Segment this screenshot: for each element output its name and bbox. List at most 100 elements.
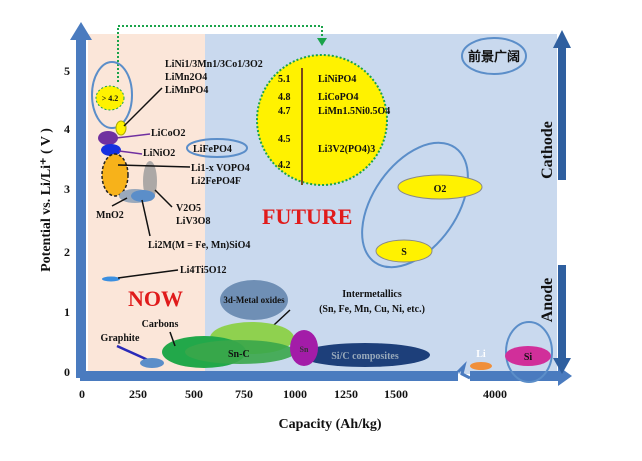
connector-line xyxy=(117,25,323,82)
y-axis-label: Potential vs. Li/Li⁺ ( V ) xyxy=(39,128,54,272)
label-liv3o8: LiV3O8 xyxy=(176,216,210,227)
x-tick: 1250 xyxy=(334,387,358,401)
label-li2fepo4f: Li2FePO4F xyxy=(191,176,241,187)
pointer xyxy=(154,189,173,208)
licoo2-ellipse xyxy=(98,131,118,145)
voltage: 4.5 xyxy=(278,134,291,145)
label-vopo4: Li1-x VOPO4 xyxy=(191,163,250,174)
label-s: S xyxy=(401,247,407,258)
future-voltages: 5.1 4.8 4.7 4.5 4.2 xyxy=(278,74,291,171)
pointer xyxy=(115,133,151,139)
future-cathodes-circle xyxy=(256,54,388,186)
li-ellipse xyxy=(470,362,492,370)
lto-ellipse xyxy=(102,276,120,282)
sn-ellipse xyxy=(290,330,318,366)
pointer xyxy=(118,150,143,155)
cathode-label: Cathode xyxy=(539,121,556,179)
outlook-ring xyxy=(461,37,527,75)
label-linio2: LiNiO2 xyxy=(143,148,175,159)
y-tick: 4 xyxy=(64,122,70,136)
label-lmno: LiMn1.5Ni0.5O4 xyxy=(318,106,390,117)
label-sn: Sn xyxy=(300,345,309,354)
label-lto: Li4Ti5O12 xyxy=(180,265,227,276)
lifepo4-ring xyxy=(186,138,248,158)
voltage: 4.7 xyxy=(278,106,291,117)
graphite-ellipse xyxy=(140,358,164,368)
label-graphite: Graphite xyxy=(101,333,140,344)
silicate-ellipse xyxy=(131,190,155,202)
si-ellipse xyxy=(505,346,551,366)
x-tick: 250 xyxy=(129,387,147,401)
anode-label: Anode xyxy=(539,278,556,322)
pointer xyxy=(141,199,151,237)
label-intermetallics: Intermetallics xyxy=(342,289,402,300)
label-limnpo4: LiMnPO4 xyxy=(165,85,208,96)
pointer xyxy=(123,87,163,127)
y-axis-bar xyxy=(76,38,86,378)
label-v2o5: V2O5 xyxy=(176,203,201,214)
label-intermetallics-sub: (Sn, Fe, Mn, Cu, Ni, etc.) xyxy=(319,304,425,315)
label-o2: O2 xyxy=(434,184,447,195)
pointer xyxy=(169,331,176,347)
connector-arrow-icon xyxy=(317,38,327,46)
label-carbons: Carbons xyxy=(142,319,179,330)
pointer xyxy=(116,344,149,362)
voltage: 4.2 xyxy=(278,160,291,171)
y-tick: 2 xyxy=(64,245,70,259)
label-snc: Sn-C xyxy=(228,349,250,360)
axis-break-icon xyxy=(456,361,471,380)
high-voltage-badge xyxy=(95,85,125,111)
y-tick: 5 xyxy=(64,64,70,78)
voltage: 5.1 xyxy=(278,74,291,85)
y-ticks: 0 1 2 3 4 5 xyxy=(64,64,70,379)
snc-ellipse xyxy=(185,340,295,364)
y-axis-arrow-icon xyxy=(70,22,92,40)
pointer xyxy=(111,197,128,207)
label-silicate: Li2M(M = Fe, Mn)SiO4 xyxy=(148,240,250,251)
label-mno2: MnO2 xyxy=(96,210,124,221)
y-tick: 3 xyxy=(64,182,70,196)
now-label: NOW xyxy=(128,286,183,311)
label-lifepo4: LiFePO4 xyxy=(193,144,232,155)
high-voltage-ring xyxy=(91,61,133,129)
x-tick: 0 xyxy=(79,387,85,401)
voltage: 4.8 xyxy=(278,92,291,103)
label-licopo4: LiCoPO4 xyxy=(318,92,359,103)
label-sic: Si/C composites xyxy=(331,351,399,362)
metal-oxides-ellipse xyxy=(220,280,288,320)
pointer xyxy=(117,269,179,279)
label-linipo4: LiNiPO4 xyxy=(318,74,356,85)
y-tick: 1 xyxy=(64,305,70,319)
y-tick: 0 xyxy=(64,365,70,379)
label-limn2o4: LiMn2O4 xyxy=(165,72,207,83)
x-tick: 500 xyxy=(185,387,203,401)
cathode-bar xyxy=(558,45,566,180)
x-axis-bar xyxy=(80,371,458,381)
x-tick: 4000 xyxy=(483,387,507,401)
vopo4-ellipse xyxy=(101,153,129,197)
label-si: Si xyxy=(524,352,533,363)
si-ring xyxy=(505,321,553,383)
future-label: FUTURE xyxy=(262,204,352,229)
pointer xyxy=(117,164,191,168)
x-ticks: 0 250 500 750 1000 1250 1500 4000 xyxy=(79,387,507,401)
s-ellipse xyxy=(375,239,433,263)
x-tick: 1000 xyxy=(283,387,307,401)
limn-ellipse xyxy=(115,120,127,136)
label-nmc: LiNi1/3Mn1/3Co1/3O2 xyxy=(165,59,263,70)
label-licoo2: LiCoO2 xyxy=(151,128,185,139)
anode-bar xyxy=(558,265,566,360)
o2-ellipse xyxy=(397,174,483,200)
high-voltage-text: > 4.2 xyxy=(102,94,119,103)
cathode-arrow-icon xyxy=(553,30,571,48)
label-lvp: Li3V2(PO4)3 xyxy=(318,144,375,155)
outlook-label: 前景广阔 xyxy=(468,49,520,65)
x-axis-label: Capacity (Ah/kg) xyxy=(278,417,381,432)
label-metal-oxides: 3d-Metal oxides xyxy=(223,295,285,305)
x-tick: 1500 xyxy=(384,387,408,401)
anode-arrow-icon xyxy=(553,358,571,374)
x-tick: 750 xyxy=(235,387,253,401)
sic-ellipse xyxy=(300,343,430,367)
